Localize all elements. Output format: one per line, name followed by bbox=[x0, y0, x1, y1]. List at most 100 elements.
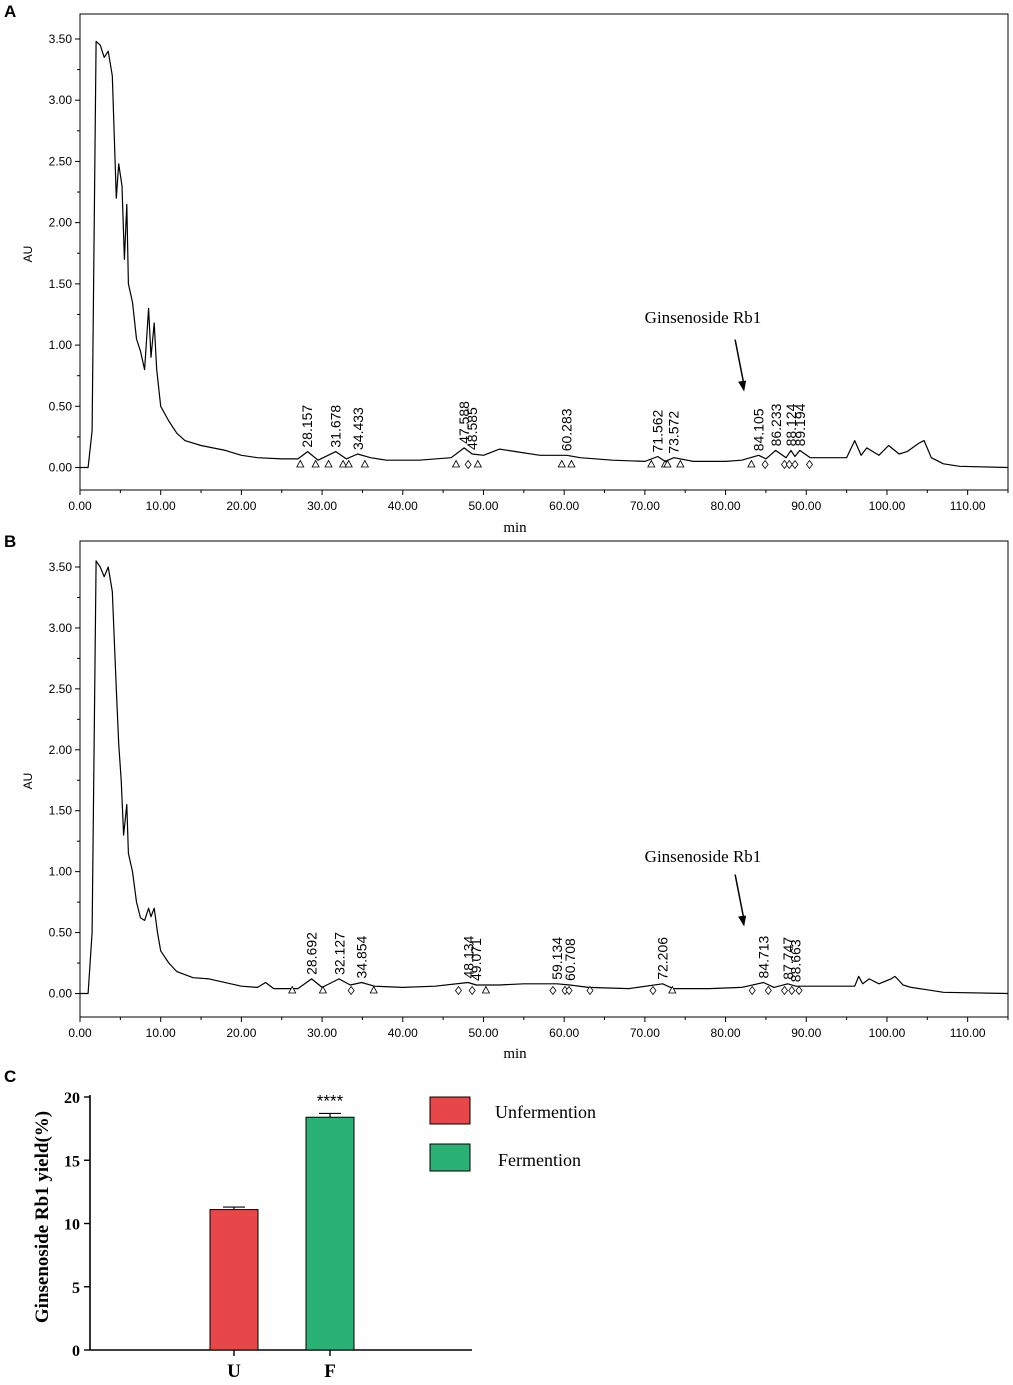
peak-marker-diamond bbox=[649, 985, 657, 996]
bar-y-tick-label: 15 bbox=[64, 1153, 80, 1170]
peak-marker-triangle bbox=[451, 459, 461, 468]
x-tick-label: 100.00 bbox=[869, 499, 906, 513]
y-tick-label: 2.50 bbox=[49, 682, 73, 696]
peak-label: 31.678 bbox=[328, 405, 344, 448]
annotation-arrow-line bbox=[734, 339, 745, 386]
chromatogram-trace bbox=[80, 560, 1009, 995]
y-tick-label: 2.00 bbox=[49, 743, 73, 757]
y-tick-label: 1.00 bbox=[49, 865, 73, 879]
x-axis-label-b: min bbox=[503, 1046, 527, 1062]
legend-label-fermention: Fermention bbox=[498, 1150, 581, 1170]
peak-marker-triangle bbox=[676, 459, 685, 468]
peak-marker-triangle bbox=[557, 459, 566, 468]
y-tick-label: 0.50 bbox=[49, 399, 73, 413]
panel-label-c: C bbox=[4, 1067, 16, 1086]
y-axis-label-b: AU bbox=[21, 773, 35, 790]
axis-ticks-a: 0.00 10.00 20.00 30.00 40.00 50.00 60.00 70.00 8… bbox=[49, 32, 1009, 513]
annotation-label-a: Ginsenoside Rb1 bbox=[645, 308, 762, 327]
y-tick-label: 1.50 bbox=[49, 804, 73, 818]
peak-marker-triangle bbox=[288, 985, 297, 994]
peak-marker-diamond bbox=[748, 985, 756, 996]
annotation-label-b: Ginsenoside Rb1 bbox=[645, 847, 762, 866]
significance-marker: **** bbox=[317, 1091, 344, 1110]
peak-marker-diamond bbox=[795, 985, 803, 996]
peak-label: 59.134 bbox=[549, 937, 565, 980]
x-tick-label: 90.00 bbox=[791, 1026, 821, 1040]
x-tick-label: 40.00 bbox=[388, 499, 418, 513]
x-tick-label: 80.00 bbox=[711, 1026, 741, 1040]
peak-label: 49.071 bbox=[468, 938, 484, 981]
x-tick-label: 70.00 bbox=[630, 499, 660, 513]
y-tick-label: 3.00 bbox=[49, 621, 73, 635]
bar-U bbox=[209, 1209, 259, 1351]
x-tick-label: 70.00 bbox=[630, 1026, 660, 1040]
peak-marker-diamond bbox=[464, 459, 472, 470]
peak-label: 60.708 bbox=[562, 938, 578, 981]
plot-frame-a bbox=[79, 13, 1009, 491]
peak-label: 84.713 bbox=[756, 935, 772, 978]
x-tick-label: 110.00 bbox=[950, 1026, 986, 1040]
x-tick-label: 60.00 bbox=[549, 499, 579, 513]
bar-chart: 0 5 10 15 20 U F **** bbox=[64, 1090, 472, 1382]
peak-marker-triangle bbox=[318, 985, 328, 994]
x-tick-label: 30.00 bbox=[307, 1026, 337, 1040]
peak-marker-triangle bbox=[481, 985, 491, 994]
peak-label: 86.233 bbox=[768, 403, 784, 446]
x-tick-label: 10.00 bbox=[146, 499, 176, 513]
y-tick-label: 0.50 bbox=[49, 926, 73, 940]
x-tick-label: 10.00 bbox=[146, 1026, 176, 1040]
peak-marker-diamond bbox=[565, 985, 573, 996]
legend-label-unfermention: Unfermention bbox=[495, 1102, 596, 1122]
peak-marker-diamond bbox=[780, 985, 788, 996]
peak-marker-triangle bbox=[296, 459, 305, 468]
peak-marker-triangle bbox=[369, 985, 378, 994]
chromatogram-trace bbox=[80, 40, 1009, 469]
x-tick-label: 60.00 bbox=[549, 1026, 579, 1040]
bar-F bbox=[305, 1116, 355, 1351]
peak-label: 32.127 bbox=[331, 932, 347, 975]
y-tick-label: 2.50 bbox=[49, 154, 73, 168]
bar-category-label: F bbox=[324, 1361, 336, 1382]
peak-marker-diamond bbox=[785, 459, 793, 470]
peak-label: 72.206 bbox=[655, 937, 671, 980]
x-tick-label: 0.00 bbox=[68, 1026, 92, 1040]
axis-ticks-b: 0.00 10.00 20.00 30.00 40.00 50.00 60.00 70.00 8… bbox=[49, 560, 1009, 1040]
annotation-arrow-line bbox=[734, 874, 745, 921]
x-tick-label: 100.00 bbox=[869, 1026, 906, 1040]
peak-label: 47.588 bbox=[456, 401, 472, 444]
peak-label: 88.663 bbox=[788, 939, 804, 982]
peak-marker-diamond bbox=[347, 985, 355, 996]
x-tick-label: 20.00 bbox=[226, 1026, 256, 1040]
panel-label-a: A bbox=[4, 2, 16, 21]
peak-label: 71.562 bbox=[650, 409, 666, 452]
y-tick-label: 1.00 bbox=[49, 338, 73, 352]
peak-marker-diamond bbox=[468, 985, 476, 996]
panel-c: C Ginsenoside Rb1 yield(%) 0 5 10 15 20 U F ***… bbox=[4, 1067, 596, 1382]
peak-marker-triangle bbox=[473, 459, 482, 468]
peak-marker-triangle bbox=[311, 459, 320, 468]
x-tick-label: 30.00 bbox=[307, 499, 337, 513]
peak-label: 28.692 bbox=[304, 932, 320, 975]
bar-y-axis-label: Ginsenoside Rb1 yield(%) bbox=[32, 1111, 53, 1323]
peak-marker-triangle bbox=[360, 459, 370, 468]
y-tick-label: 2.00 bbox=[49, 216, 73, 230]
annotation-arrow-head bbox=[738, 915, 747, 927]
y-tick-label: 3.00 bbox=[49, 93, 73, 107]
panel-label-b: B bbox=[4, 532, 16, 551]
legend-swatch-fermention bbox=[429, 1143, 471, 1172]
peak-marker-diamond bbox=[764, 985, 772, 996]
peak-label: 48.134 bbox=[460, 935, 476, 978]
x-tick-label: 90.00 bbox=[791, 499, 821, 513]
peak-label: 88.124 bbox=[783, 403, 799, 446]
y-tick-label: 3.50 bbox=[49, 560, 73, 574]
peak-label: 60.283 bbox=[559, 408, 575, 451]
peak-marker-triangle bbox=[663, 459, 672, 468]
peak-marker-diamond bbox=[788, 985, 796, 996]
annotation-arrow-head bbox=[738, 380, 747, 392]
peak-label: 84.105 bbox=[751, 408, 767, 451]
peak-label: 34.433 bbox=[350, 407, 366, 450]
x-axis-label-a: min bbox=[503, 520, 527, 536]
legend: Unfermention Fermention bbox=[429, 1096, 596, 1172]
